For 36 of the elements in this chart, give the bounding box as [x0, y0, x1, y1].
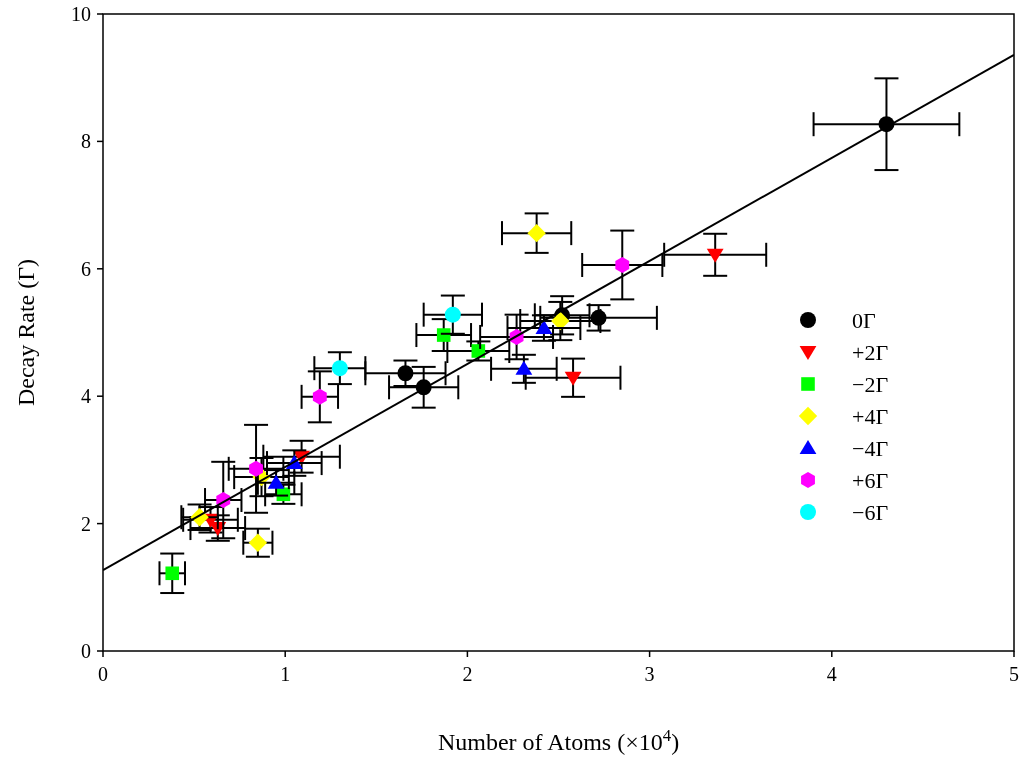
point: [527, 223, 546, 243]
x-tick-label: 1: [280, 663, 291, 685]
point: [397, 365, 414, 382]
point: [706, 248, 724, 263]
point: [615, 256, 630, 273]
point: [564, 371, 582, 386]
point: [331, 360, 348, 377]
y-tick-label: 8: [81, 130, 91, 153]
legend-label: 0Γ: [852, 307, 876, 333]
y-axis-title: Decay Rate (Γ): [13, 258, 39, 407]
legend-label: −2Γ: [852, 371, 889, 397]
legend-label: +6Γ: [852, 467, 889, 493]
point: [267, 474, 285, 489]
x-tick-label: 2: [462, 663, 473, 685]
y-tick-label: 4: [81, 385, 91, 408]
point: [551, 311, 570, 331]
x-tick-label: 0: [98, 663, 108, 685]
x-tick-label: 5: [1009, 663, 1019, 685]
y-tick-label: 6: [81, 257, 91, 280]
point: [515, 360, 533, 375]
point: [535, 320, 553, 335]
point: [249, 460, 263, 477]
point: [444, 306, 461, 323]
legend-label: +4Γ: [852, 403, 889, 429]
point: [312, 388, 327, 405]
legend-label: −4Γ: [852, 435, 889, 461]
legend-label: +2Γ: [852, 339, 889, 365]
point: [248, 533, 268, 552]
point: [165, 566, 180, 581]
x-axis-title: Number of Atoms (×10$^{4}$): [437, 725, 680, 755]
y-tick-label: 0: [81, 640, 91, 662]
x-tick-label: 3: [644, 663, 655, 685]
y-tick-label: 10: [71, 3, 91, 25]
x-tick-label: 4: [826, 663, 837, 685]
legend-label: −6Γ: [852, 499, 889, 525]
y-tick-label: 2: [81, 512, 91, 535]
